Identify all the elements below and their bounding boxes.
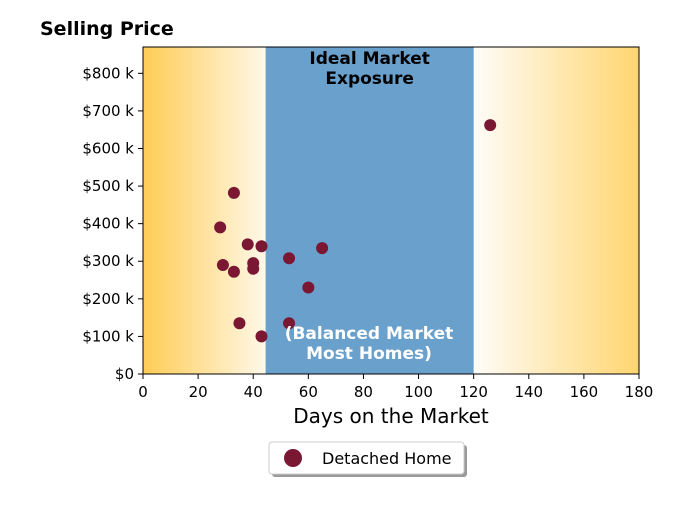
chart-title: Selling Price bbox=[40, 18, 174, 40]
plot-frame bbox=[142, 46, 640, 375]
y-tick-label: $800 k bbox=[82, 64, 134, 82]
x-tick-label: 180 bbox=[625, 383, 654, 401]
data-point bbox=[227, 186, 240, 199]
data-points bbox=[214, 119, 497, 343]
data-point bbox=[214, 221, 227, 234]
data-point bbox=[233, 317, 246, 330]
legend-label: Detached Home bbox=[322, 449, 452, 468]
data-point bbox=[227, 265, 240, 278]
plot-background bbox=[143, 47, 639, 374]
x-tick-label: 60 bbox=[299, 383, 318, 401]
data-point bbox=[255, 330, 268, 343]
x-tick-label: 120 bbox=[459, 383, 488, 401]
y-tick-label: $300 k bbox=[82, 252, 134, 270]
y-tick-label: $200 k bbox=[82, 290, 134, 308]
x-tick-label: 140 bbox=[514, 383, 543, 401]
x-tick-label: 80 bbox=[354, 383, 373, 401]
x-axis: 0 20 40 60 80 100 120 140 160 180 bbox=[138, 374, 653, 401]
ideal-exposure-band bbox=[265, 47, 474, 374]
data-point bbox=[255, 240, 268, 253]
data-point bbox=[241, 238, 254, 251]
x-tick-label: 40 bbox=[244, 383, 263, 401]
data-point bbox=[302, 281, 315, 294]
y-tick-label: $400 k bbox=[82, 215, 134, 233]
x-axis-title: Days on the Market bbox=[293, 404, 489, 428]
y-tick-label: $700 k bbox=[82, 102, 134, 120]
y-tick-label: $100 k bbox=[82, 327, 134, 345]
gradient-right bbox=[473, 47, 639, 374]
data-point bbox=[283, 252, 296, 265]
data-point bbox=[283, 317, 296, 330]
data-point bbox=[247, 262, 260, 275]
legend-box bbox=[268, 441, 465, 475]
data-point bbox=[216, 259, 229, 271]
band-label-bottom-line: (Balanced Market bbox=[285, 324, 454, 344]
y-axis: $0 $100 k $200 k $300 k $400 k $500 k $600 k $7… bbox=[82, 64, 143, 383]
data-point bbox=[316, 242, 329, 255]
band-label-bottom-line: Most Homes) bbox=[306, 344, 432, 364]
data-point bbox=[484, 119, 497, 132]
gradient-left bbox=[143, 47, 266, 374]
x-tick-label: 20 bbox=[189, 383, 208, 401]
band-label-top-line: Exposure bbox=[325, 69, 414, 89]
y-tick-label: $0 bbox=[115, 365, 134, 383]
x-tick-label: 0 bbox=[138, 383, 148, 401]
y-tick-label: $500 k bbox=[82, 177, 134, 195]
legend-marker bbox=[284, 449, 302, 467]
x-tick-label: 100 bbox=[404, 383, 433, 401]
band-label-top-line: Ideal Market bbox=[309, 49, 430, 69]
y-tick-label: $600 k bbox=[82, 139, 134, 157]
x-tick-label: 160 bbox=[570, 383, 599, 401]
legend: Detached Home bbox=[268, 441, 467, 477]
